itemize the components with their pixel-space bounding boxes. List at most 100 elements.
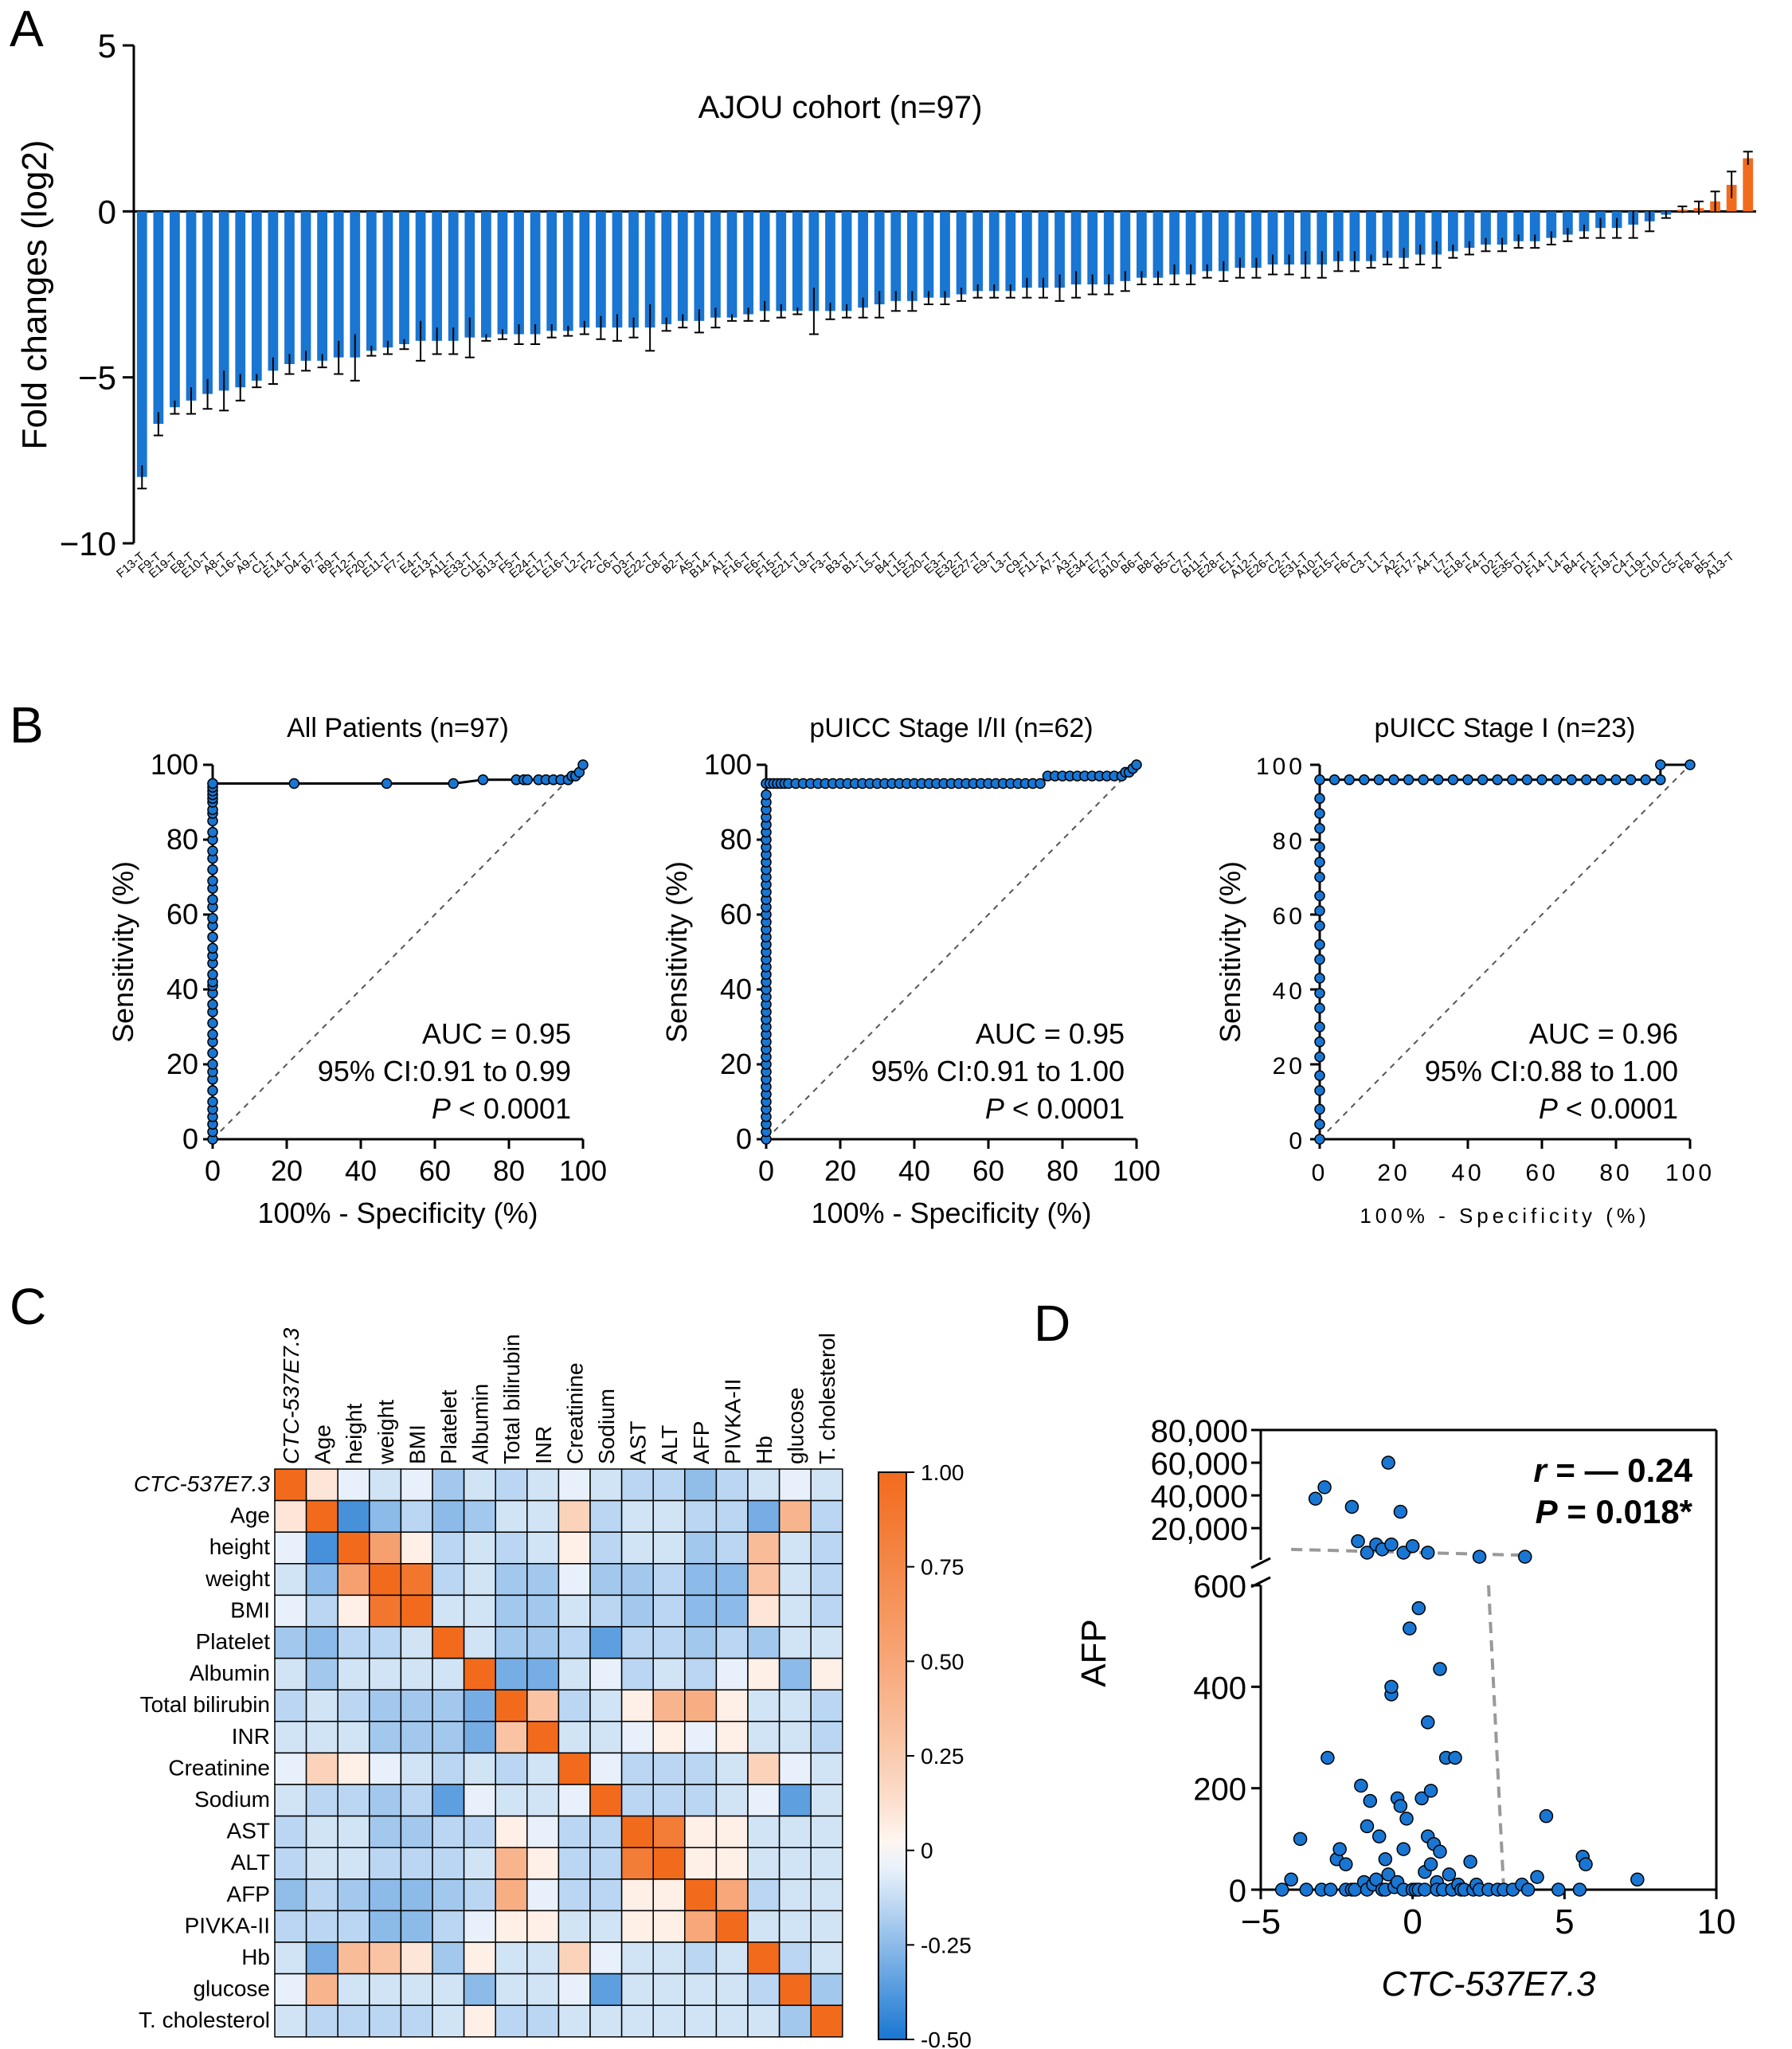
heatmap-row-label: AST [227, 1819, 270, 1843]
bar [399, 211, 409, 344]
scatter-y-tick-label: 40,000 [1151, 1479, 1248, 1514]
heatmap-cell [652, 1973, 686, 2006]
bar [186, 211, 197, 401]
heatmap-cell [589, 1657, 623, 1691]
heatmap-cell [526, 1815, 560, 1848]
scatter-point [1299, 1882, 1313, 1897]
panel-a-title: AJOU cohort (n=97) [698, 90, 983, 125]
heatmap-cell [558, 1531, 591, 1565]
heatmap-cell [432, 1657, 465, 1691]
heatmap-cell [305, 1784, 338, 1817]
heatmap-col-label: INR [531, 1426, 556, 1464]
scatter-point [1396, 1842, 1411, 1856]
scatter-point [1317, 1480, 1332, 1495]
heatmap-cell [558, 1879, 591, 1912]
bar [644, 211, 655, 328]
heatmap-cell [337, 1973, 370, 2006]
heatmap-cell [305, 1499, 338, 1533]
heatmap-cell [747, 1847, 781, 1880]
roc-point [1462, 774, 1473, 786]
heatmap-cell [495, 1879, 528, 1912]
heatmap-row-label: Total bilirubin [140, 1692, 270, 1717]
roc-y-tick-label: 20 [720, 1048, 752, 1080]
bar [268, 211, 279, 371]
heatmap-cell [463, 1752, 496, 1785]
heatmap-cell [274, 1815, 307, 1848]
bar [940, 211, 950, 298]
bar [1251, 211, 1262, 268]
scatter-y-tick-label: 200 [1193, 1773, 1246, 1808]
roc-point [1314, 793, 1325, 805]
heatmap-cell [495, 2004, 528, 2038]
heatmap-cell [463, 1879, 496, 1912]
heatmap-cell [810, 1910, 843, 1943]
roc-point [207, 1028, 218, 1040]
roc-x-tick-label: 60 [972, 1154, 1004, 1187]
scatter-y-tick-label: 20,000 [1151, 1512, 1248, 1547]
roc-y-axis-label: Sensitivity (%) [107, 861, 139, 1043]
bar [1332, 211, 1344, 261]
colorbar-tick-label: 1.00 [921, 1460, 964, 1485]
heatmap-cell [684, 1847, 718, 1880]
heatmap-cell [778, 1879, 812, 1912]
heatmap-cell [305, 1815, 338, 1848]
p-value: < 0.0001 [1004, 1092, 1125, 1125]
roc-ci-label: 95% CI:0.91 to 1.00 [871, 1055, 1125, 1087]
heatmap-cell [747, 1468, 781, 1502]
bar [596, 211, 606, 328]
heatmap-cell [337, 1626, 370, 1659]
heatmap-cell [463, 1499, 496, 1533]
heatmap-cell [305, 1910, 338, 1943]
scatter-point [1284, 1872, 1298, 1887]
p-italic: P [985, 1092, 1004, 1125]
roc-point [522, 774, 533, 786]
heatmap-cell [589, 1879, 623, 1912]
bar [1497, 211, 1508, 245]
heatmap-cell [778, 1784, 812, 1817]
heatmap-cell [620, 1973, 654, 2006]
bar [858, 211, 868, 308]
bar [1005, 211, 1016, 292]
roc-point [1566, 774, 1577, 786]
panel-letter-b: B [10, 696, 44, 754]
panel-a-y-axis-label: Fold changes (log2) [15, 140, 54, 450]
bar [1481, 211, 1491, 245]
bar [1414, 211, 1426, 255]
heatmap-cell [526, 1752, 560, 1785]
roc-point [1314, 1036, 1325, 1048]
heatmap-cell [274, 1594, 307, 1628]
roc-point [207, 1048, 218, 1059]
roc-point [1507, 774, 1518, 786]
roc-y-tick-label: 60 [720, 898, 752, 930]
heatmap-cell [558, 1657, 591, 1691]
roc-point [1684, 759, 1696, 770]
heatmap-row-label: Sodium [194, 1787, 270, 1812]
bar [448, 211, 459, 341]
heatmap-cell [747, 1594, 781, 1628]
scatter-y-tick-label: 400 [1193, 1671, 1246, 1706]
heatmap-col-label: CTC-537E7.3 [279, 1327, 303, 1464]
heatmap-cell [589, 1626, 623, 1659]
heatmap-cell [652, 1752, 686, 1785]
bar [1087, 211, 1098, 284]
heatmap-cell [526, 1531, 560, 1565]
heatmap-cell [778, 1689, 812, 1722]
roc-x-tick-label: 0 [758, 1154, 774, 1187]
bar [1169, 211, 1180, 275]
roc-x-tick-label: 100 [559, 1154, 607, 1187]
heatmap-cell [652, 1784, 686, 1817]
heatmap-cell [715, 1973, 749, 2006]
heatmap-cell [432, 1941, 465, 1975]
heatmap-cell [274, 1879, 307, 1912]
heatmap-cell [778, 1626, 812, 1659]
roc-point [1610, 774, 1622, 786]
scatter-point [1381, 1455, 1395, 1470]
stat-r-label: r = — 0.24 [1533, 1452, 1692, 1489]
heatmap-cell [589, 2004, 623, 2038]
heatmap-cell [715, 1721, 749, 1754]
scatter-point [1463, 1855, 1477, 1869]
scatter-point [1403, 1621, 1417, 1636]
axis-break-mark [1250, 1557, 1271, 1569]
heatmap-cell [652, 1910, 686, 1943]
